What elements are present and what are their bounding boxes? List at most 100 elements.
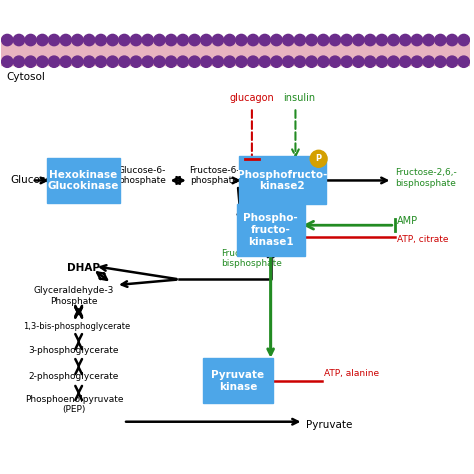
Circle shape	[259, 35, 270, 46]
Circle shape	[72, 56, 83, 67]
Circle shape	[306, 56, 317, 67]
Circle shape	[224, 56, 235, 67]
Text: Glyceraldehyde-3
Phosphate: Glyceraldehyde-3 Phosphate	[34, 286, 114, 306]
Circle shape	[318, 56, 329, 67]
Circle shape	[142, 35, 153, 46]
Circle shape	[107, 56, 118, 67]
Circle shape	[435, 56, 446, 67]
Circle shape	[212, 56, 224, 67]
Circle shape	[447, 35, 458, 46]
Circle shape	[283, 56, 294, 67]
Circle shape	[177, 35, 189, 46]
Circle shape	[376, 35, 387, 46]
Circle shape	[247, 35, 259, 46]
Circle shape	[224, 35, 235, 46]
Circle shape	[411, 35, 423, 46]
FancyBboxPatch shape	[237, 204, 305, 256]
Circle shape	[458, 35, 469, 46]
Circle shape	[37, 35, 48, 46]
Circle shape	[388, 35, 399, 46]
Circle shape	[411, 56, 423, 67]
Circle shape	[83, 35, 95, 46]
Text: Fructose-1,6,-
bisphosphate: Fructose-1,6,- bisphosphate	[221, 248, 283, 268]
Text: Phospho-
fructo-
kinase1: Phospho- fructo- kinase1	[243, 213, 298, 246]
Circle shape	[177, 56, 189, 67]
Circle shape	[423, 35, 434, 46]
Text: 1,3-bis-phosphoglycerate: 1,3-bis-phosphoglycerate	[23, 322, 130, 331]
Circle shape	[365, 35, 376, 46]
Circle shape	[306, 35, 317, 46]
Text: Cytosol: Cytosol	[6, 72, 45, 82]
Circle shape	[201, 56, 212, 67]
Text: insulin: insulin	[283, 93, 315, 103]
Circle shape	[294, 35, 306, 46]
Circle shape	[13, 35, 25, 46]
Circle shape	[95, 35, 107, 46]
Circle shape	[236, 56, 247, 67]
Circle shape	[341, 56, 352, 67]
Circle shape	[212, 35, 224, 46]
Text: 2-phosphoglycerate: 2-phosphoglycerate	[29, 372, 119, 381]
FancyBboxPatch shape	[203, 358, 273, 403]
Circle shape	[60, 56, 72, 67]
Text: Pyruvate
kinase: Pyruvate kinase	[211, 370, 264, 392]
Circle shape	[400, 35, 411, 46]
Circle shape	[458, 56, 469, 67]
Circle shape	[400, 56, 411, 67]
Circle shape	[294, 56, 306, 67]
Circle shape	[118, 35, 130, 46]
Text: Phosphofructo-
kinase2: Phosphofructo- kinase2	[237, 170, 328, 191]
Circle shape	[95, 56, 107, 67]
Circle shape	[83, 56, 95, 67]
Circle shape	[329, 35, 341, 46]
Circle shape	[388, 56, 399, 67]
Circle shape	[341, 35, 352, 46]
Text: Glucose-6-
phosphate: Glucose-6- phosphate	[118, 166, 166, 185]
Circle shape	[447, 56, 458, 67]
Circle shape	[271, 56, 282, 67]
Circle shape	[329, 56, 341, 67]
Circle shape	[318, 35, 329, 46]
Text: P: P	[316, 154, 322, 163]
Circle shape	[365, 56, 376, 67]
FancyBboxPatch shape	[239, 156, 326, 204]
Circle shape	[130, 56, 142, 67]
Text: 3-phosphoglycerate: 3-phosphoglycerate	[29, 346, 119, 355]
Text: Phosphoenolpyruvate
(PEP): Phosphoenolpyruvate (PEP)	[25, 394, 123, 414]
Circle shape	[72, 35, 83, 46]
Circle shape	[165, 35, 177, 46]
Circle shape	[423, 56, 434, 67]
Text: Pyruvate: Pyruvate	[306, 420, 352, 430]
Text: Fructose-2,6,-
bisphosphate: Fructose-2,6,- bisphosphate	[395, 168, 456, 188]
Circle shape	[118, 56, 130, 67]
Circle shape	[247, 56, 259, 67]
Circle shape	[353, 35, 364, 46]
FancyBboxPatch shape	[47, 158, 119, 203]
Circle shape	[435, 35, 446, 46]
Circle shape	[189, 35, 200, 46]
Circle shape	[107, 35, 118, 46]
Circle shape	[236, 35, 247, 46]
Circle shape	[310, 150, 327, 167]
Circle shape	[25, 35, 36, 46]
Text: Hexokinase
Glucokinase: Hexokinase Glucokinase	[48, 170, 119, 191]
Bar	[1, 37, 470, 64]
Circle shape	[37, 56, 48, 67]
Circle shape	[1, 56, 13, 67]
Circle shape	[271, 35, 282, 46]
Circle shape	[48, 35, 60, 46]
Circle shape	[1, 35, 13, 46]
Circle shape	[376, 56, 387, 67]
Circle shape	[353, 56, 364, 67]
Circle shape	[201, 35, 212, 46]
Text: DHAP: DHAP	[67, 263, 100, 273]
Text: Fructose-6-
phosphate: Fructose-6- phosphate	[189, 166, 240, 185]
Text: ATP, alanine: ATP, alanine	[325, 369, 380, 378]
Circle shape	[283, 35, 294, 46]
Circle shape	[165, 56, 177, 67]
Text: ATP, citrate: ATP, citrate	[397, 235, 448, 244]
Circle shape	[154, 56, 165, 67]
Circle shape	[154, 35, 165, 46]
Circle shape	[142, 56, 153, 67]
Text: Glucose: Glucose	[11, 175, 53, 185]
